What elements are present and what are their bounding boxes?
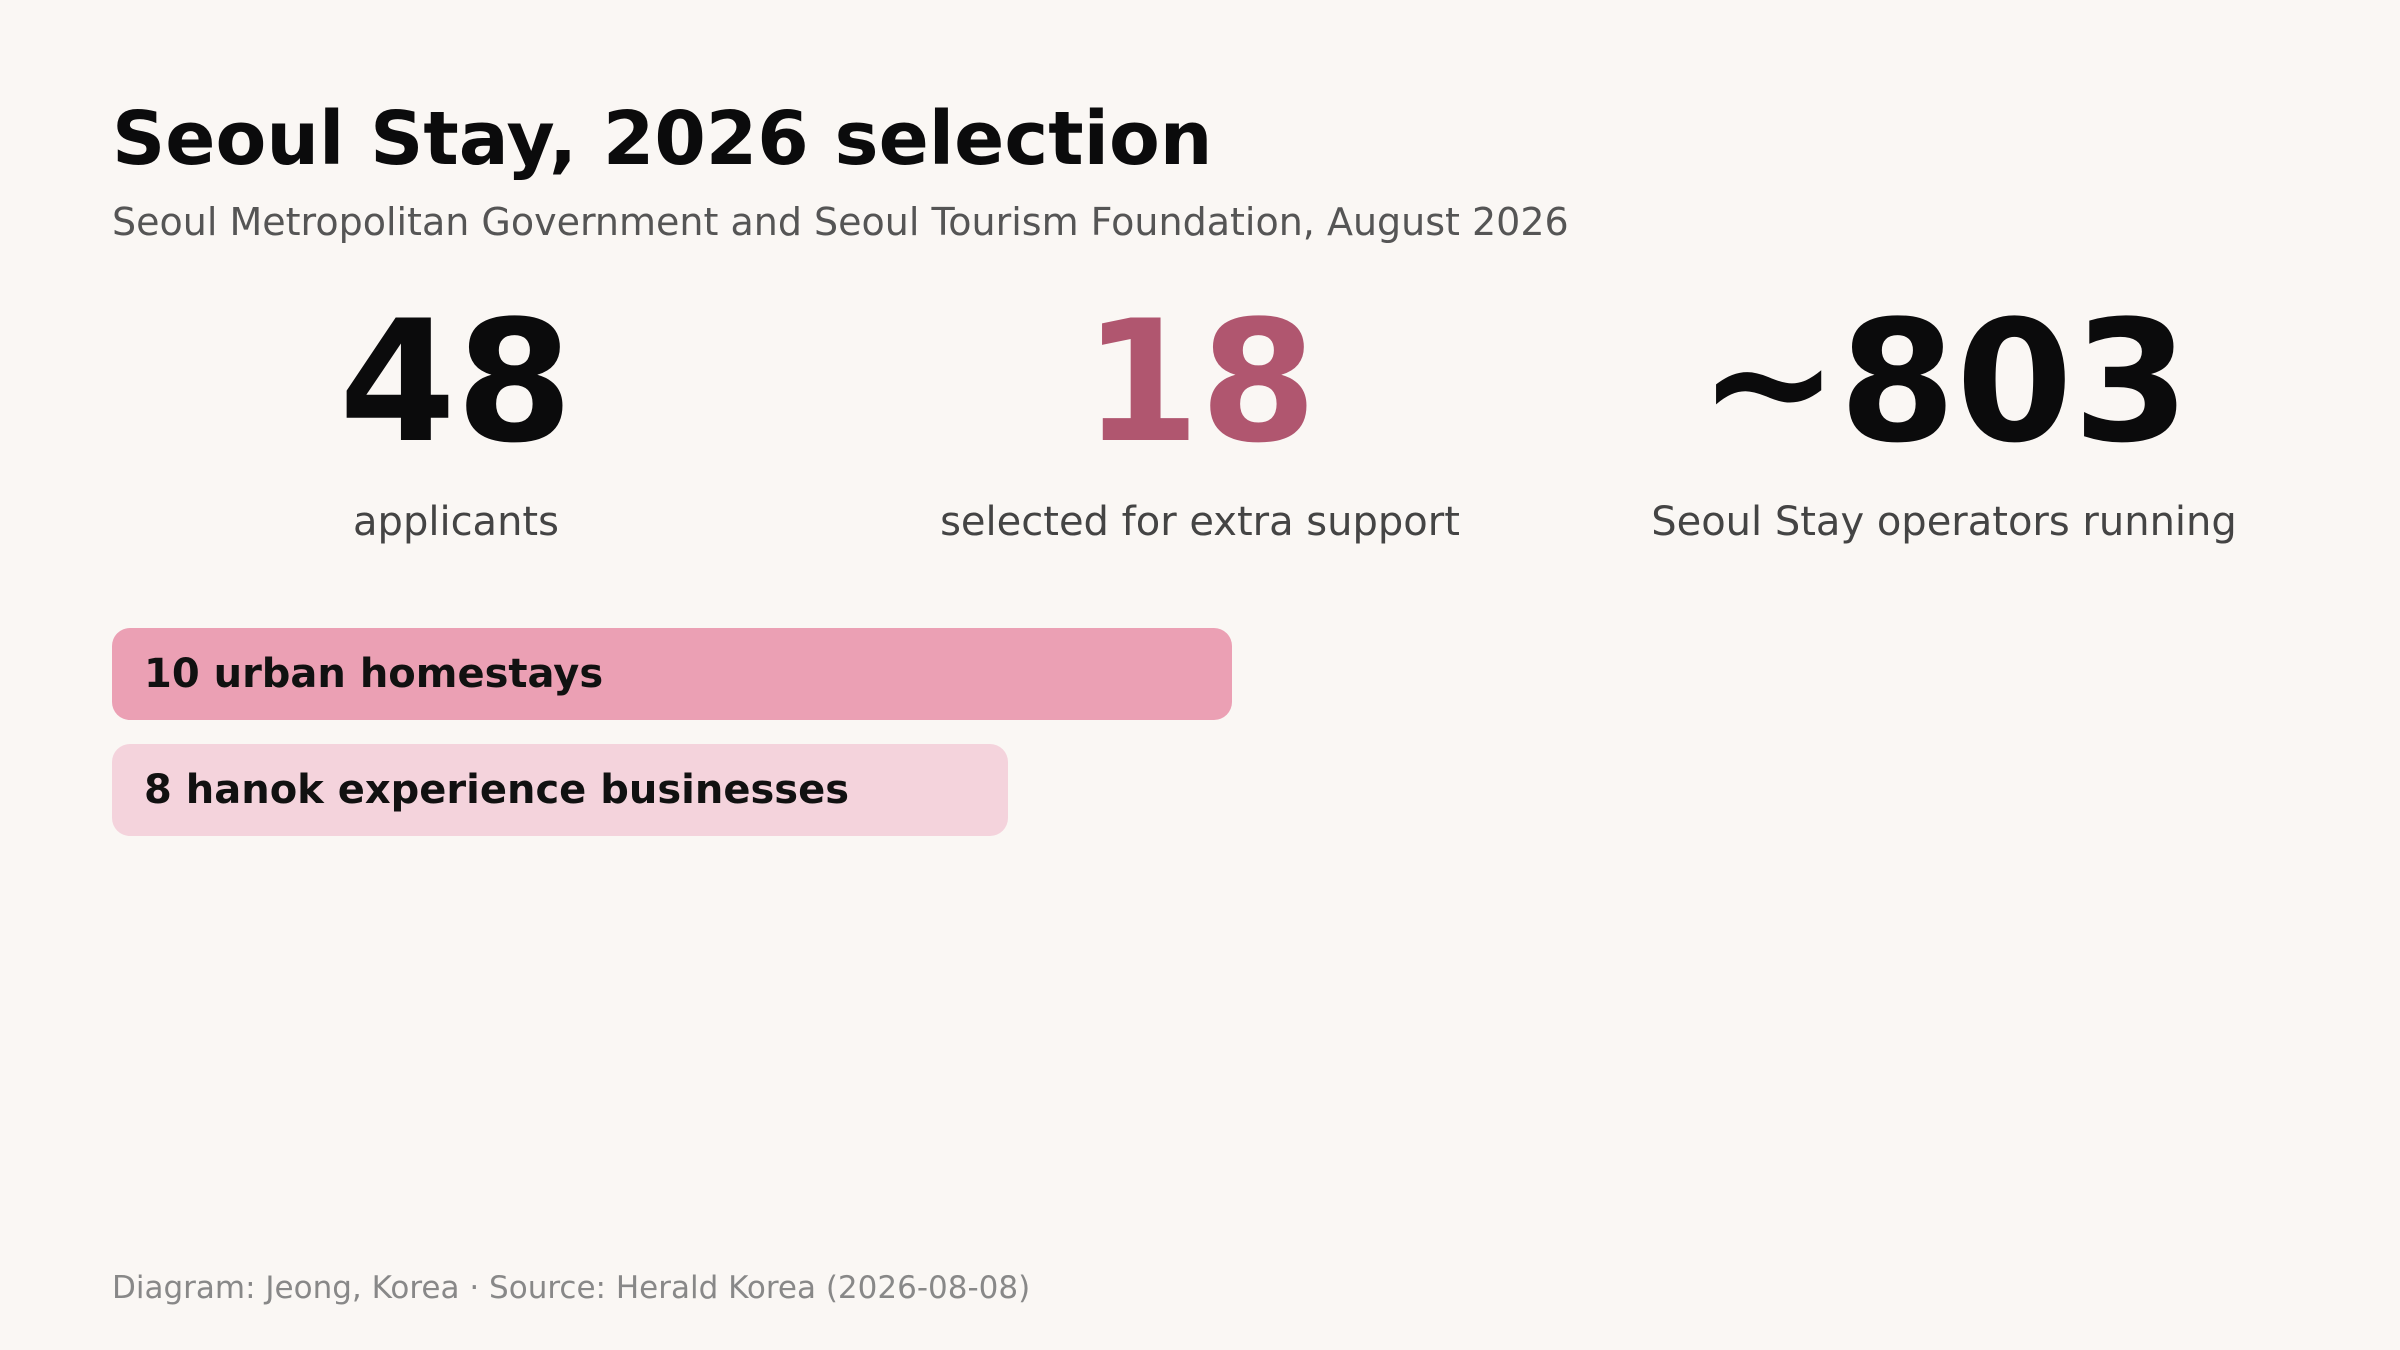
stat-operators-value: ~803: [1698, 284, 2190, 480]
stat-selected: 18 selected for extra support: [828, 298, 1572, 544]
bar-2: 8 hanok experience businesses: [112, 744, 1008, 836]
stat-applicants-label: applicants: [353, 499, 559, 545]
stat-selected-value: 18: [1083, 284, 1317, 480]
stat-operators-label: Seoul Stay operators running: [1651, 499, 2237, 545]
page-subtitle: Seoul Metropolitan Government and Seoul …: [112, 200, 1569, 244]
bar-1: 10 urban homestays: [112, 628, 1232, 720]
footer-credit: Diagram: Jeong, Korea · Source: Herald K…: [112, 1270, 1031, 1306]
bar-label: 10 urban homestays: [144, 651, 604, 697]
bar-chart: 10 urban homestays 8 hanok experience bus…: [112, 628, 1232, 860]
stat-applicants: 48 applicants: [84, 298, 828, 544]
stat-operators: ~803 Seoul Stay operators running: [1572, 298, 2316, 544]
stat-applicants-value: 48: [339, 284, 573, 480]
stat-selected-label: selected for extra support: [940, 499, 1460, 545]
page-title: Seoul Stay, 2026 selection: [112, 96, 1213, 182]
bar-label: 8 hanok experience businesses: [144, 767, 849, 813]
